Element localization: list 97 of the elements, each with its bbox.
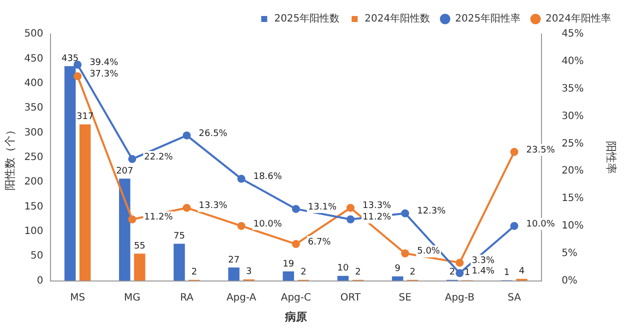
y2-tick-label: 25% (562, 138, 584, 150)
point (510, 222, 518, 230)
x-tick-label: Apg-B (444, 292, 475, 304)
data-label: 23.5% (526, 145, 556, 156)
point (74, 72, 82, 80)
data-label: 207 (116, 166, 134, 176)
y2-tick-label: 0% (562, 275, 578, 286)
x-tick-label: Apg-C (280, 292, 312, 304)
data-label: 13.3% (362, 201, 392, 212)
x-tick-label: SE (398, 292, 412, 304)
data-label: 75 (174, 232, 185, 242)
point (128, 215, 136, 224)
bar (79, 124, 91, 281)
data-label: 13.1% (308, 202, 337, 212)
data-label: 2 (410, 268, 416, 278)
y-tick-label: 350 (24, 102, 44, 114)
legend-label: 2024年阳性数 (364, 12, 430, 25)
point (292, 240, 300, 248)
data-label: 317 (76, 112, 94, 122)
x-tick-label: Apg-A (226, 292, 256, 304)
point (346, 204, 355, 212)
y2-tick-label: 40% (562, 56, 584, 68)
data-label: 12.3% (417, 206, 446, 217)
data-label: 6.7% (308, 237, 332, 248)
point (346, 215, 355, 224)
data-label: 37.3% (90, 70, 119, 80)
x-tick-label: MS (70, 292, 86, 304)
point (237, 222, 246, 230)
x-tick-label: MG (124, 292, 140, 304)
y2-tick-label: 30% (562, 110, 584, 122)
y2-tick-label: 45% (562, 28, 584, 40)
data-label: 435 (61, 54, 79, 64)
bar (174, 244, 185, 281)
data-label: 55 (134, 241, 146, 252)
data-label: 1.4% (472, 266, 496, 276)
point (456, 269, 464, 278)
data-label: 10.0% (526, 219, 556, 230)
x-tick-label: RA (180, 292, 194, 304)
data-label: 11.2% (362, 212, 392, 223)
point (128, 155, 136, 164)
y2-tick-label: 10% (562, 220, 584, 232)
legend-label: 2024年阳性率 (546, 12, 612, 25)
point (237, 174, 246, 183)
y-tick-label: 50 (30, 250, 44, 262)
data-label: 19 (282, 259, 294, 270)
y-tick-label: 200 (24, 176, 44, 188)
point (292, 204, 300, 213)
data-label: 11.2% (144, 212, 174, 223)
data-label: 10.0% (253, 219, 282, 230)
data-label: 18.6% (253, 172, 282, 182)
data-label: 26.5% (198, 128, 228, 139)
y-tick-label: 450 (24, 53, 44, 64)
y-tick-label: 150 (24, 201, 44, 212)
point (401, 249, 410, 258)
point (182, 204, 191, 212)
data-label: 2 (449, 268, 456, 278)
data-label: 3 (246, 267, 252, 278)
legend-label: 2025年阳性率 (455, 12, 521, 25)
data-label: 5.0% (417, 246, 440, 257)
data-label: 9 (394, 264, 401, 274)
data-label: 4 (518, 266, 525, 277)
bar (119, 178, 130, 281)
y2-tick-label: 15% (562, 193, 584, 204)
data-label: 1 (504, 268, 510, 278)
y-tick-label: 400 (24, 78, 44, 89)
y-tick-label: 500 (24, 28, 44, 40)
y-tick-label: 0 (36, 275, 44, 286)
point (74, 60, 82, 69)
x-axis-title: 病原 (284, 310, 307, 324)
data-label: 2 (355, 268, 361, 278)
y-tick-label: 300 (24, 127, 44, 138)
bar (228, 267, 240, 281)
y-axis-title: 阳性数（个） (3, 124, 16, 190)
data-label: 22.2% (144, 152, 174, 162)
data-label: 2 (300, 268, 306, 278)
point (510, 148, 518, 156)
y2-tick-label: 5% (562, 248, 578, 259)
data-label: 39.4% (90, 58, 119, 68)
x-tick-label: SA (508, 292, 522, 304)
point (456, 258, 464, 267)
point (401, 209, 410, 218)
y2-axis-title: 阳性率 (604, 140, 618, 174)
y2-tick-label: 35% (562, 83, 584, 94)
bar (134, 254, 146, 281)
y-tick-label: 250 (24, 152, 44, 163)
data-label: 27 (228, 255, 240, 266)
point (182, 131, 191, 140)
data-label: 3.3% (472, 256, 496, 266)
x-tick-label: ORT (340, 292, 362, 304)
y2-tick-label: 20% (562, 166, 584, 177)
data-label: 1 (464, 268, 470, 278)
data-label: 13.3% (198, 201, 228, 212)
data-label: 10 (337, 264, 350, 274)
legend-label: 2025年阳性数 (274, 12, 340, 25)
data-label: 2 (191, 268, 198, 278)
y-tick-label: 100 (24, 226, 44, 238)
bar (282, 271, 294, 281)
